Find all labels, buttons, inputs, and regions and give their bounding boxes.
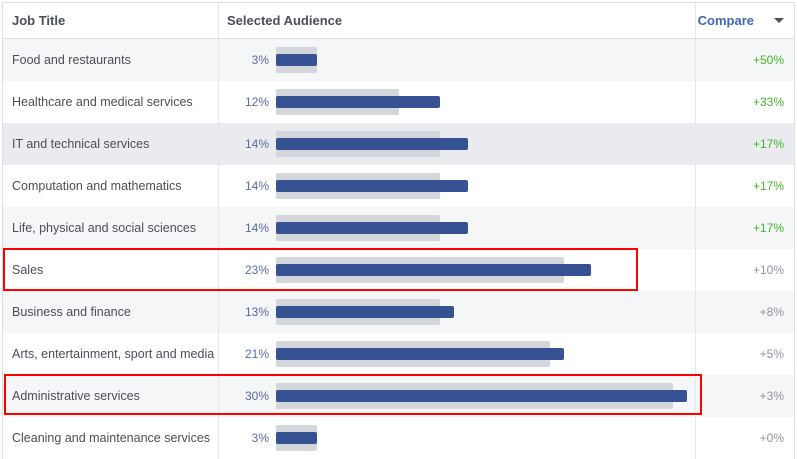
job-title-cell: Cleaning and maintenance services <box>3 417 219 459</box>
compare-change: +10% <box>752 263 784 277</box>
selected-audience-header: Selected Audience <box>219 3 696 38</box>
compare-cell: +50% <box>696 39 794 81</box>
compare-change: +33% <box>752 95 784 109</box>
audience-percent: 14% <box>244 179 269 193</box>
audience-percent: 3% <box>251 431 269 445</box>
audience-bar <box>276 306 455 318</box>
compare-cell: +33% <box>696 81 794 123</box>
compare-cell: +17% <box>696 123 794 165</box>
audience-bar <box>276 432 318 444</box>
compare-cell: +17% <box>696 165 794 207</box>
table-row[interactable]: Arts, entertainment, sport and media 21%… <box>3 333 794 375</box>
job-title-cell: Food and restaurants <box>3 39 219 81</box>
job-title-cell: Sales <box>3 249 219 291</box>
compare-cell: +3% <box>696 375 794 417</box>
audience-bar <box>276 54 318 66</box>
table-row[interactable]: Administrative services 30% +3% <box>3 375 794 417</box>
audience-bar <box>276 264 592 276</box>
compare-change: +50% <box>752 53 784 67</box>
table-row[interactable]: Sales 23% +10% <box>3 249 794 291</box>
audience-cell: 12% <box>219 81 696 123</box>
audience-bar <box>276 96 441 108</box>
job-title-header: Job Title <box>3 3 219 38</box>
table-row[interactable]: IT and technical services 14% +17% <box>3 123 794 165</box>
audience-cell: 14% <box>219 165 696 207</box>
audience-cell: 14% <box>219 123 696 165</box>
audience-percent: 14% <box>244 221 269 235</box>
audience-bar <box>276 390 687 402</box>
table-row[interactable]: Food and restaurants 3% +50% <box>3 39 794 81</box>
job-title-cell: Business and finance <box>3 291 219 333</box>
job-title-cell: Life, physical and social sciences <box>3 207 219 249</box>
job-title-cell: Arts, entertainment, sport and media <box>3 333 219 375</box>
table-row[interactable]: Computation and mathematics 14% +17% <box>3 165 794 207</box>
audience-percent: 13% <box>244 305 269 319</box>
table-header: Job Title Selected Audience Compare <box>3 3 794 39</box>
job-title-cell: Administrative services <box>3 375 219 417</box>
audience-bar <box>276 348 564 360</box>
table-row[interactable]: Cleaning and maintenance services 3% +0% <box>3 417 794 459</box>
compare-cell: +0% <box>696 417 794 459</box>
job-title-cell: Computation and mathematics <box>3 165 219 207</box>
audience-percent: 21% <box>244 347 269 361</box>
compare-dropdown[interactable]: Compare <box>696 3 794 38</box>
audience-bar <box>276 222 468 234</box>
audience-percent: 12% <box>244 95 269 109</box>
audience-cell: 21% <box>219 333 696 375</box>
compare-change: +17% <box>752 221 784 235</box>
compare-change: +0% <box>759 431 784 445</box>
audience-bar <box>276 138 468 150</box>
audience-percent: 3% <box>251 53 269 67</box>
audience-percent: 30% <box>244 389 269 403</box>
compare-cell: +17% <box>696 207 794 249</box>
audience-cell: 23% <box>219 249 696 291</box>
compare-cell: +10% <box>696 249 794 291</box>
audience-cell: 3% <box>219 417 696 459</box>
compare-change: +5% <box>759 347 784 361</box>
compare-change: +8% <box>759 305 784 319</box>
audience-cell: 3% <box>219 39 696 81</box>
audience-percent: 14% <box>244 137 269 151</box>
audience-cell: 13% <box>219 291 696 333</box>
compare-change: +3% <box>759 389 784 403</box>
table-row[interactable]: Business and finance 13% +8% <box>3 291 794 333</box>
job-title-cell: IT and technical services <box>3 123 219 165</box>
compare-change: +17% <box>752 179 784 193</box>
compare-label[interactable]: Compare <box>697 13 754 28</box>
table-row[interactable]: Life, physical and social sciences 14% +… <box>3 207 794 249</box>
compare-cell: +8% <box>696 291 794 333</box>
job-title-cell: Healthcare and medical services <box>3 81 219 123</box>
caret-down-icon[interactable] <box>774 18 784 23</box>
audience-cell: 30% <box>219 375 696 417</box>
table-row[interactable]: Healthcare and medical services 12% +33% <box>3 81 794 123</box>
audience-cell: 14% <box>219 207 696 249</box>
audience-bar <box>276 180 468 192</box>
audience-percent: 23% <box>244 263 269 277</box>
compare-cell: +5% <box>696 333 794 375</box>
compare-change: +17% <box>752 137 784 151</box>
